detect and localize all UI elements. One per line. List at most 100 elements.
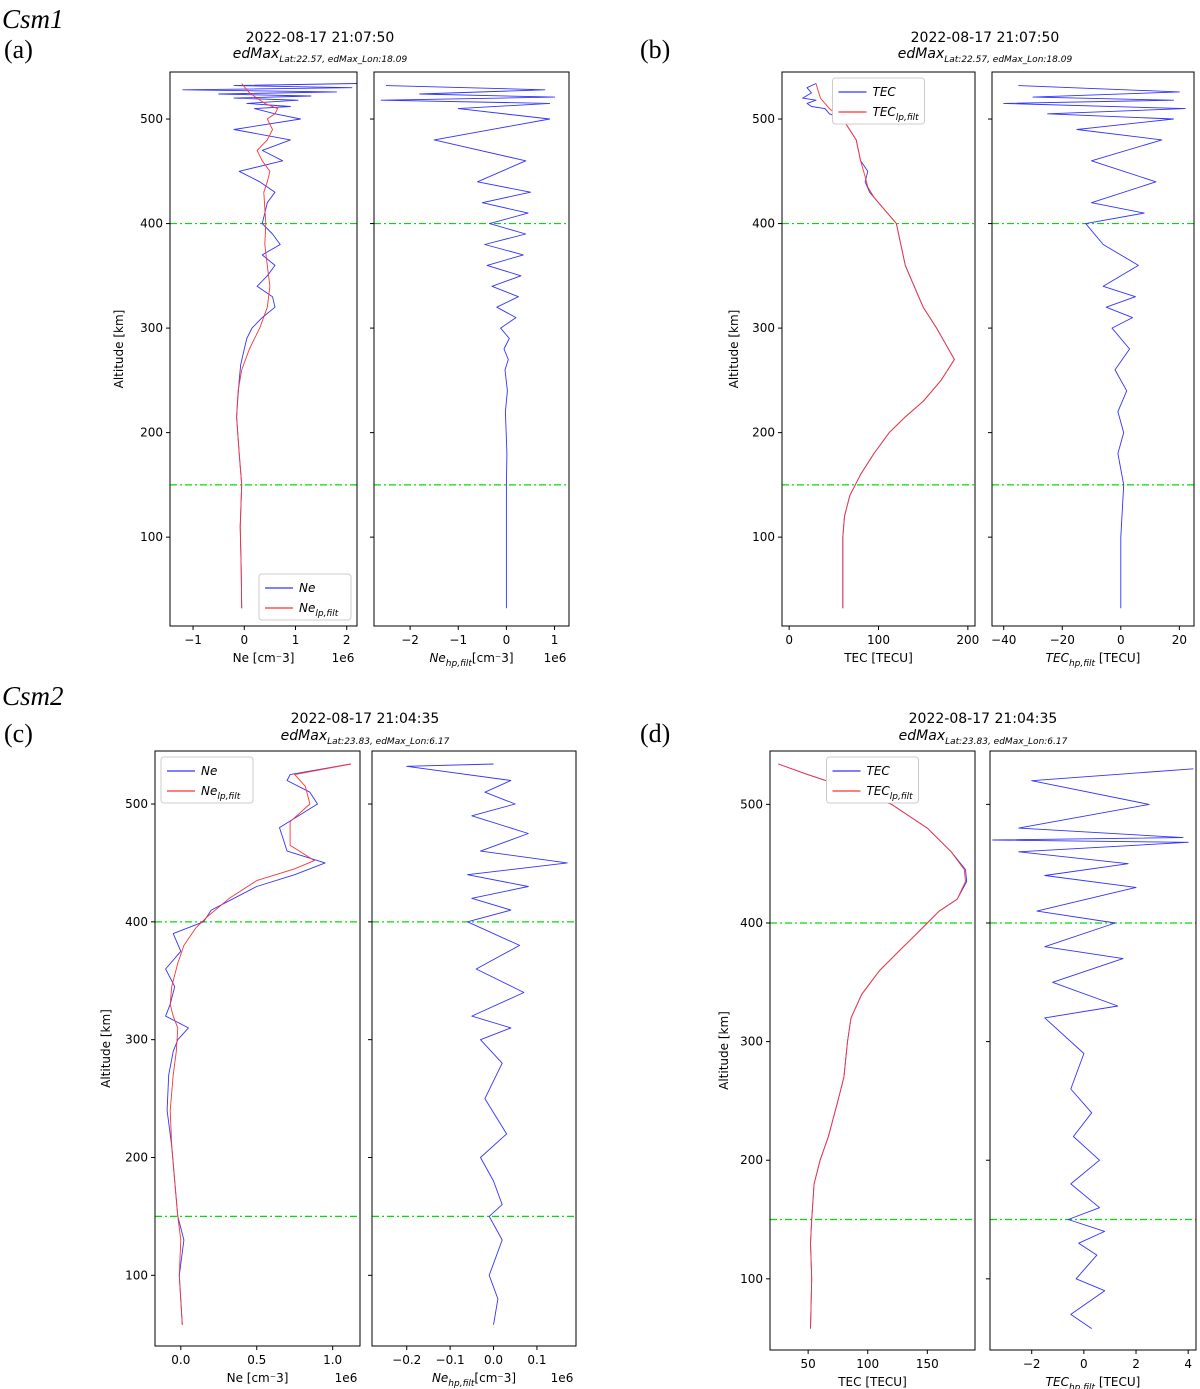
x-tick-label: 1 [292, 633, 300, 647]
y-tick-label: 100 [125, 1268, 148, 1282]
legend: TEC TEClp,filt [832, 77, 925, 125]
chart-title-line2: edMaxLat:22.57, edMax_Lon:18.09 [233, 46, 408, 65]
legend-entry: Ne [201, 764, 217, 778]
right-axes: −0.2 −0.1 0.0 0.1 Nehp,filt[cm⁻3] 1e6 [368, 750, 577, 1389]
x-tick-label: 4 [1184, 1357, 1192, 1371]
y-tick-label: 500 [140, 112, 163, 126]
y-tick-label: 500 [125, 797, 148, 811]
chart-title-line2: edMaxLat:23.83, edMax_Lon:6.17 [281, 728, 450, 747]
y-axis-label: Altitude [km] [727, 310, 741, 389]
axes-frame [169, 71, 358, 627]
x-tick-label: 1 [551, 633, 559, 647]
y-axis-label: Altitude [km] [717, 1011, 731, 1090]
x-tick-label: 0.0 [484, 1353, 503, 1367]
legend: Ne Nelp,filt [258, 573, 352, 621]
axes-frame [991, 71, 1195, 627]
y-tick-label: 200 [125, 1150, 148, 1164]
right-axes: −40 −20 0 20 TEChp,filt [TECU] [988, 71, 1195, 669]
series-raw [778, 763, 968, 1329]
x-tick-label: 0 [1080, 1357, 1088, 1371]
x-offset-text: 1e6 [544, 651, 567, 665]
legend-entry: TEClp,filt [873, 105, 920, 123]
left-axes: 100 200 300 400 500 50 100 150 TEC [TECU] [740, 750, 976, 1389]
x-tick-label: 50 [800, 1357, 815, 1371]
x-axis-label: Ne [cm⁻3] [227, 1371, 289, 1385]
y-tick-label: 400 [752, 217, 775, 231]
right-axes: −2 0 2 4 TEChp,filt [TECU] [986, 750, 1197, 1389]
x-axis-label: TEChp,filt [TECU] [1046, 651, 1141, 669]
y-axis-label: Altitude [km] [99, 1009, 113, 1088]
panel-label: (c) [4, 719, 33, 748]
axes-frame [373, 71, 570, 627]
x-axis-label: TEC [TECU] [843, 651, 913, 665]
x-axis-label: TEChp,filt [TECU] [1046, 1375, 1141, 1389]
y-tick-label: 400 [125, 915, 148, 929]
legend: TEC TEClp,filt [826, 756, 919, 804]
x-tick-label: −1 [449, 633, 467, 647]
y-tick-label: 100 [752, 530, 775, 544]
chart-title-line1: 2022-08-17 21:07:50 [911, 30, 1060, 46]
x-tick-label: 0.5 [247, 1353, 266, 1367]
x-tick-label: 200 [956, 633, 979, 647]
legend-entry: Nelp,filt [299, 601, 339, 619]
y-tick-label: 200 [740, 1153, 763, 1167]
x-tick-label: 0.1 [527, 1353, 546, 1367]
y-tick-label: 500 [752, 112, 775, 126]
x-tick-label: 0 [503, 633, 511, 647]
series-raw [406, 763, 568, 1325]
y-tick-label: 400 [740, 916, 763, 930]
chart-title-line1: 2022-08-17 21:07:50 [246, 30, 395, 46]
x-axis-label: Nehp,filt[cm⁻3] [429, 651, 513, 669]
x-tick-label: 20 [1172, 633, 1187, 647]
chart-title-line2: edMaxLat:22.57, edMax_Lon:18.09 [898, 46, 1073, 65]
x-tick-label: 1.0 [323, 1353, 342, 1367]
panel-label: (a) [4, 35, 33, 64]
axes-frame [154, 750, 361, 1347]
legend: Ne Nelp,filt [160, 756, 254, 804]
chart-title-line1: 2022-08-17 21:04:35 [909, 711, 1058, 727]
y-tick-label: 200 [752, 426, 775, 440]
x-tick-label: 150 [916, 1357, 939, 1371]
x-tick-label: 100 [867, 633, 890, 647]
y-tick-label: 300 [752, 321, 775, 335]
series-lowpass [236, 83, 279, 609]
x-tick-label: −0.1 [436, 1353, 465, 1367]
axes-frame [769, 750, 976, 1351]
series-raw [1003, 85, 1186, 609]
x-axis-label: TEC [TECU] [837, 1375, 907, 1389]
y-tick-label: 200 [140, 426, 163, 440]
series-lowpass [169, 763, 351, 1325]
x-offset-text: 1e6 [332, 651, 355, 665]
x-tick-label: 100 [856, 1357, 879, 1371]
x-tick-label: 2 [1132, 1357, 1140, 1371]
x-tick-label: 0 [240, 633, 248, 647]
series-lowpass [778, 763, 966, 1329]
x-tick-label: −2 [1023, 1357, 1041, 1371]
series-raw [165, 763, 351, 1325]
x-axis-label: Ne [cm⁻3] [233, 651, 295, 665]
y-tick-label: 100 [140, 530, 163, 544]
axes-frame [781, 71, 976, 627]
series-raw [380, 85, 556, 609]
x-tick-label: 0 [1117, 633, 1125, 647]
y-tick-label: 300 [140, 321, 163, 335]
left-axes: 100 200 300 400 500 −1 0 1 2 Ne [cm⁻3] 1e6 [140, 71, 358, 665]
x-tick-label: 2 [343, 633, 351, 647]
series-raw [992, 768, 1194, 1329]
x-offset-text: 1e6 [335, 1371, 358, 1385]
x-axis-label: Nehp,filt[cm⁻3] [432, 1371, 516, 1389]
chart-title-line2: edMaxLat:23.83, edMax_Lon:6.17 [899, 728, 1068, 747]
series-raw [182, 83, 358, 609]
right-axes: −2 −1 0 1 Nehp,filt[cm⁻3] 1e6 [370, 71, 570, 669]
legend-entry: TEC [873, 85, 897, 99]
y-axis-label: Altitude [km] [112, 310, 126, 389]
panel-label: (d) [640, 719, 670, 748]
legend-entry: TEClp,filt [867, 784, 914, 802]
y-tick-label: 100 [740, 1272, 763, 1286]
series-lowpass [815, 83, 955, 609]
panel-label: (b) [640, 35, 670, 64]
